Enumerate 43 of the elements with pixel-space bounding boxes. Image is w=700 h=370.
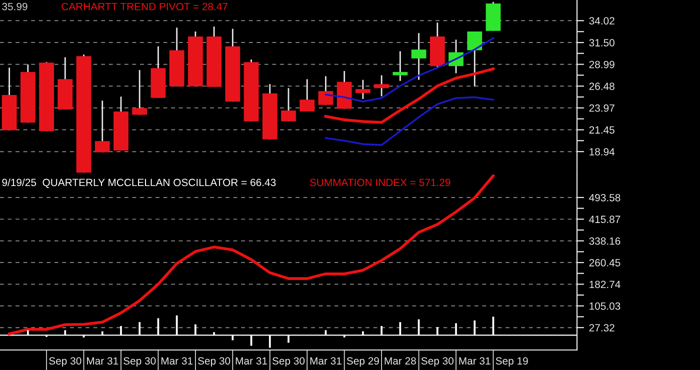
candlestick bbox=[467, 30, 482, 88]
line-series bbox=[324, 96, 494, 146]
x-tick-label: Sep 30 bbox=[49, 357, 82, 367]
y-tick-label: 260.45 bbox=[589, 259, 620, 266]
x-tick-label: Sep 30 bbox=[272, 357, 305, 367]
y-tick-label: 23.97 bbox=[589, 104, 614, 112]
candlestick bbox=[318, 76, 334, 106]
x-tick-label: Sep 30 bbox=[198, 357, 230, 367]
x-tick-label: Sep 19 bbox=[496, 357, 528, 367]
y-tick-label: 182.74 bbox=[590, 280, 620, 288]
x-tick-label: Sep 30 bbox=[124, 357, 156, 367]
y-tick-label: 338.16 bbox=[589, 237, 620, 245]
text: 9/19/25 QUARTERLY MCCLELLAN OSCILLATOR = 66.43 bbox=[2, 178, 276, 188]
text: CARHARTT TREND PIVOT = 28.47 bbox=[62, 2, 228, 10]
x-tick-label: Mar 31 bbox=[236, 357, 267, 365]
line-series bbox=[324, 67, 495, 124]
x-tick-label: Sep 29 bbox=[346, 357, 379, 367]
text: SUMMATION INDEX = 571.29 bbox=[310, 178, 450, 186]
x-tick-label: Mar 31 bbox=[310, 357, 342, 365]
x-tick-label: Mar 31 bbox=[87, 357, 118, 365]
y-tick-label: 26.48 bbox=[589, 82, 614, 90]
x-tick-label: Mar 31 bbox=[459, 357, 490, 365]
y-tick-label: 493.58 bbox=[589, 194, 620, 202]
y-tick-label: 18.94 bbox=[590, 148, 615, 156]
x-tick-label: Mar 31 bbox=[161, 357, 193, 365]
y-tick-label: 31.50 bbox=[589, 39, 614, 46]
y-tick-label: 27.32 bbox=[589, 324, 614, 332]
candlestick bbox=[392, 50, 408, 82]
candlestick bbox=[356, 79, 370, 100]
candlestick bbox=[94, 100, 110, 153]
y-tick-label: 415.87 bbox=[589, 216, 620, 224]
candlestick bbox=[132, 69, 148, 116]
x-tick-label: Mar 28 bbox=[384, 357, 416, 365]
y-tick-label: 28.99 bbox=[589, 60, 614, 68]
y-tick-label: 34.02 bbox=[589, 17, 614, 25]
candlestick bbox=[374, 74, 390, 97]
candlestick bbox=[281, 87, 296, 122]
candlestick bbox=[411, 32, 426, 81]
chart-title: 35.99 bbox=[2, 2, 28, 10]
y-tick-label: 105.03 bbox=[590, 302, 620, 310]
x-tick-label: Sep 30 bbox=[421, 357, 454, 367]
candlestick bbox=[300, 78, 315, 112]
y-tick-label: 21.45 bbox=[589, 126, 614, 134]
